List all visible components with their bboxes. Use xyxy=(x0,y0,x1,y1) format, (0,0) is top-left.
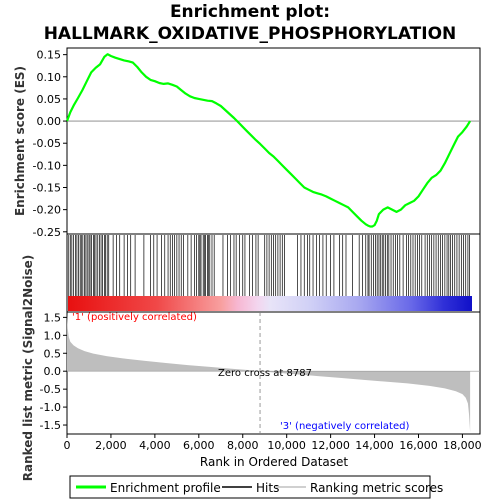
es-y-tick-label: -0.05 xyxy=(33,137,61,150)
x-tick-label: 0 xyxy=(64,439,71,452)
x-tick-label: 18,000 xyxy=(443,439,482,452)
legend-metric-label: Ranking metric scores xyxy=(310,481,443,495)
es-axis-label: Enrichment score (ES) xyxy=(13,66,27,216)
es-y-tick-label: -0.25 xyxy=(33,226,61,239)
rank-color-bar xyxy=(68,296,472,311)
es-y-tick-label: -0.20 xyxy=(33,204,61,217)
metric-axis-label: Ranked list metric (Signal2Noise) xyxy=(21,255,35,482)
metric-y-tick-label: 1.0 xyxy=(44,329,62,342)
hits-layer xyxy=(68,235,470,296)
es-y-tick-label: -0.10 xyxy=(33,159,61,172)
metric-y-tick-label: 1.5 xyxy=(44,311,62,324)
metric-y-tick-label: 0.5 xyxy=(44,347,62,360)
x-axis-label: Rank in Ordered Dataset xyxy=(200,455,348,469)
x-tick-label: 14,000 xyxy=(355,439,394,452)
ranked-metric-area xyxy=(67,313,471,433)
negative-correlation-label: '3' (negatively correlated) xyxy=(280,421,409,432)
es-y-tick-label: 0.15 xyxy=(37,49,62,62)
chart-title-line2: HALLMARK_OXIDATIVE_PHOSPHORYLATION xyxy=(44,24,457,44)
axes-layer: 0.150.100.050.00-0.05-0.10-0.15-0.20-0.2… xyxy=(33,49,482,452)
metric-y-tick-label: 0.0 xyxy=(44,365,62,378)
es-y-tick-label: 0.10 xyxy=(37,71,62,84)
x-tick-label: 10,000 xyxy=(267,439,306,452)
es-y-tick-label: 0.00 xyxy=(37,115,62,128)
x-tick-label: 12,000 xyxy=(311,439,350,452)
metric-y-tick-label: -1.5 xyxy=(40,419,61,432)
es-y-tick-label: 0.05 xyxy=(37,93,62,106)
legend-hits-label: Hits xyxy=(256,481,279,495)
x-tick-label: 6,000 xyxy=(183,439,215,452)
x-tick-label: 8,000 xyxy=(227,439,259,452)
es-layer xyxy=(65,53,480,228)
x-tick-label: 2,000 xyxy=(95,439,127,452)
legend-profile-label: Enrichment profile xyxy=(110,481,221,495)
x-tick-label: 16,000 xyxy=(399,439,438,452)
metric-y-tick-label: -0.5 xyxy=(40,383,61,396)
metric-y-tick-label: -1.0 xyxy=(40,401,61,414)
enrichment-profile-line xyxy=(65,53,472,228)
es-panel xyxy=(66,47,481,235)
x-tick-label: 4,000 xyxy=(139,439,171,452)
zero-cross-label: Zero cross at 8787 xyxy=(218,368,312,379)
es-y-tick-label: -0.15 xyxy=(33,182,61,195)
chart-title-line1: Enrichment plot: xyxy=(170,2,330,22)
positive-correlation-label: '1' (positively correlated) xyxy=(72,312,197,323)
